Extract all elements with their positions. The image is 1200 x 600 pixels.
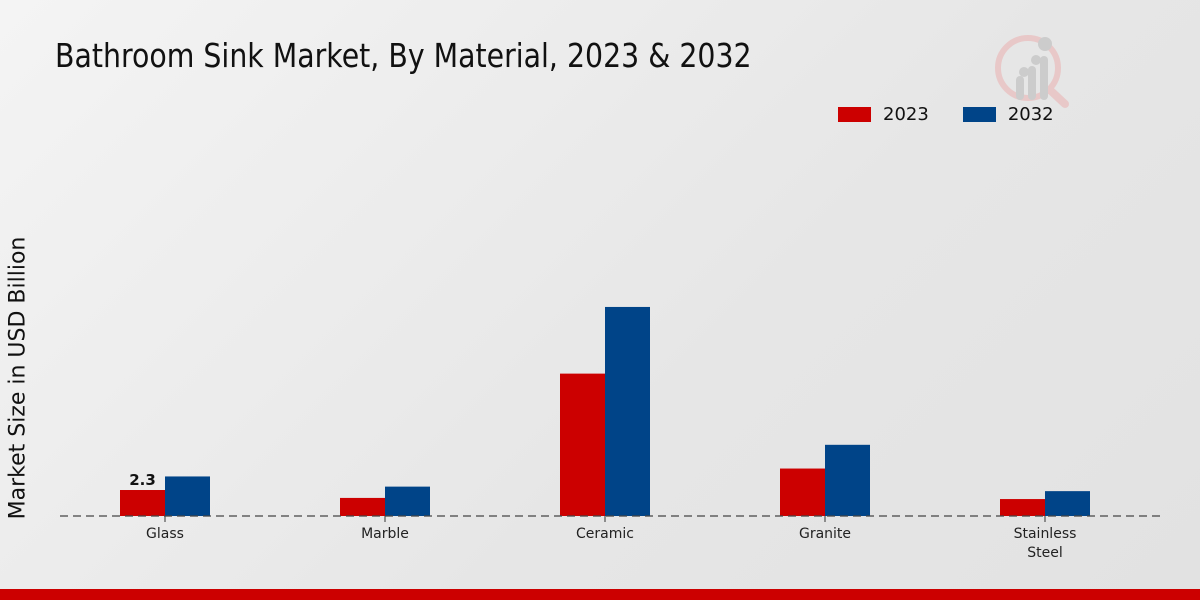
bar-2032-granite (825, 444, 870, 516)
x-tick-label: Stainless (1014, 526, 1077, 542)
bar-2032-ceramic (605, 306, 650, 516)
bottom-accent-bar (0, 589, 1200, 600)
legend-swatch-2032 (962, 107, 996, 122)
bar-2023-ceramic (560, 373, 605, 516)
data-label: 2.3 (129, 471, 156, 489)
legend-item-2032: 2032 (962, 104, 1054, 125)
x-tick-label: Marble (361, 526, 409, 542)
chart-title: Bathroom Sink Market, By Material, 2023 … (55, 36, 752, 75)
legend-item-2023: 2023 (838, 104, 929, 125)
bar-2023-marble (340, 497, 385, 516)
x-tick-label: Steel (1027, 545, 1063, 561)
x-tick-label: Granite (799, 526, 851, 542)
bar-2023-granite (780, 468, 825, 516)
legend-swatch-2023 (838, 107, 871, 122)
x-tick-label: Ceramic (576, 526, 634, 542)
bar-2032-stainless-steel (1045, 491, 1090, 516)
bar-2023-glass (120, 490, 165, 516)
bar-2032-marble (385, 486, 430, 516)
bar-2032-glass (165, 476, 210, 516)
legend: 2023 2032 (838, 104, 1054, 125)
bar-2023-stainless-steel (1000, 499, 1045, 516)
legend-label-2023: 2023 (883, 104, 929, 125)
x-tick-label: Glass (146, 526, 184, 542)
watermark-logo-icon (995, 35, 1069, 108)
legend-label-2032: 2032 (1007, 104, 1054, 125)
